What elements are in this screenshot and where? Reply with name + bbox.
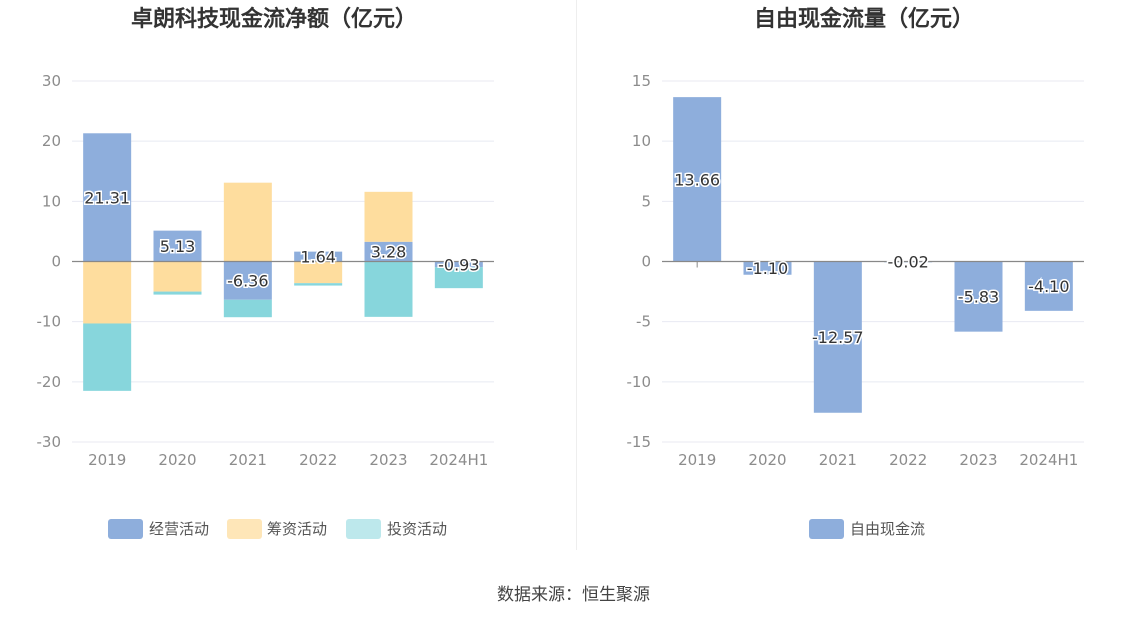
x-tick-label: 2022 <box>299 451 337 469</box>
data-source-note: 数据来源：恒生聚源 <box>497 585 650 605</box>
data-label: 1.64 <box>300 248 336 267</box>
bar-free_cash_flow-2021[interactable] <box>813 261 862 413</box>
y-tick-label: -15 <box>627 433 652 451</box>
y-tick-label: -30 <box>37 433 62 451</box>
bar-free_cash_flow-2024H1[interactable] <box>1024 261 1073 311</box>
legend-swatch-free-cash-flow <box>809 519 844 539</box>
y-tick-label: 0 <box>641 253 651 271</box>
x-tick-label: 2020 <box>748 451 786 469</box>
x-tick-label: 2024H1 <box>429 451 488 469</box>
legend-item-investing[interactable]: 投资活动 <box>346 519 447 539</box>
data-label: -4.10 <box>1028 277 1069 296</box>
data-label: -5.83 <box>958 288 999 307</box>
legend-swatch-investing <box>346 519 381 539</box>
x-tick-label: 2022 <box>889 451 927 469</box>
bar-investing-2023[interactable] <box>364 261 413 317</box>
data-label: 5.13 <box>160 237 196 256</box>
right-data-labels: 13.66 -1.10 -12.57 -0.02 -5.83 -4.10 <box>673 169 1071 349</box>
right-chart-title: 自由现金流量（亿元） <box>754 6 974 32</box>
bar-free_cash_flow-2019[interactable] <box>673 97 722 262</box>
bar-operating-2020[interactable] <box>153 230 202 262</box>
bar-financing-2020[interactable] <box>153 261 202 292</box>
bar-investing-2019[interactable] <box>83 323 132 391</box>
legend-label-financing: 筹资活动 <box>267 520 327 538</box>
data-label: 13.66 <box>674 170 720 189</box>
bar-financing-2022[interactable] <box>294 261 343 284</box>
y-tick-label: 30 <box>42 72 61 90</box>
free-cash-flow-chart: 自由现金流量（亿元） 15 10 5 0 -5 -10 -15 13.66 -1.10 -12.… <box>627 6 1084 539</box>
bar-financing-2019[interactable] <box>83 261 132 324</box>
data-label: -0.02 <box>887 253 928 272</box>
bar-investing-2020[interactable] <box>153 291 202 295</box>
left-x-axis: 2019 2020 2021 2022 2023 2024H1 <box>88 451 488 469</box>
bar-operating-2023[interactable] <box>364 241 413 262</box>
y-tick-label: -10 <box>627 373 652 391</box>
data-label: 3.28 <box>371 243 407 262</box>
data-label: -12.57 <box>812 328 864 347</box>
x-tick-label: 2020 <box>158 451 196 469</box>
x-tick-label: 2023 <box>959 451 997 469</box>
legend-item-free-cash-flow[interactable]: 自由现金流 <box>809 519 925 539</box>
bar-operating-2021[interactable] <box>223 261 272 300</box>
legend-label-free-cash-flow: 自由现金流 <box>850 520 925 538</box>
y-tick-label: 10 <box>42 192 61 210</box>
legend-item-financing[interactable]: 筹资活动 <box>227 519 327 539</box>
left-bars <box>83 133 483 391</box>
bar-free_cash_flow-2023[interactable] <box>954 261 1003 332</box>
legend-label-investing: 投资活动 <box>387 520 447 538</box>
x-tick-label: 2024H1 <box>1019 451 1078 469</box>
legend-label-operating: 经营活动 <box>149 520 209 538</box>
y-tick-label: -20 <box>37 373 62 391</box>
y-tick-label: 15 <box>632 72 651 90</box>
x-tick-label: 2019 <box>88 451 126 469</box>
left-legend[interactable]: 经营活动 筹资活动 投资活动 <box>108 519 447 539</box>
cash-flow-net-chart: 卓朗科技现金流净额（亿元） 30 20 10 0 -10 -20 -30 21.31 5.13… <box>37 6 494 539</box>
right-y-axis: 15 10 5 0 -5 -10 -15 <box>627 72 652 451</box>
bar-operating-2022[interactable] <box>294 251 343 262</box>
data-label: -0.93 <box>438 255 479 274</box>
bar-operating-2019[interactable] <box>83 133 132 262</box>
y-tick-label: 5 <box>641 192 651 210</box>
legend-swatch-operating <box>108 519 143 539</box>
right-bars <box>673 97 1073 413</box>
right-zero-axis <box>662 260 1084 268</box>
left-grid <box>72 80 494 443</box>
bar-operating-2024H1[interactable] <box>434 261 483 268</box>
x-tick-label: 2021 <box>819 451 857 469</box>
data-label: -6.36 <box>227 272 268 291</box>
x-tick-label: 2019 <box>678 451 716 469</box>
y-tick-label: 10 <box>632 132 651 150</box>
y-tick-label: -10 <box>37 313 62 331</box>
y-tick-label: 20 <box>42 132 61 150</box>
bar-investing-2021[interactable] <box>223 299 272 318</box>
x-tick-label: 2021 <box>229 451 267 469</box>
legend-item-operating[interactable]: 经营活动 <box>108 519 209 539</box>
y-tick-label: -5 <box>636 313 651 331</box>
legend-swatch-financing <box>227 519 262 539</box>
chart-divider <box>576 0 577 550</box>
bar-investing-2024H1[interactable] <box>434 267 483 289</box>
right-legend[interactable]: 自由现金流 <box>809 519 925 539</box>
bar-financing-2021[interactable] <box>223 182 272 262</box>
bar-investing-2022[interactable] <box>294 283 343 286</box>
data-label: -1.10 <box>747 259 788 278</box>
right-x-axis: 2019 2020 2021 2022 2023 2024H1 <box>678 451 1078 469</box>
bar-free_cash_flow-2020[interactable] <box>743 261 792 275</box>
left-data-labels: 21.31 5.13 -6.36 1.64 3.28 -0.93 <box>83 187 481 292</box>
y-tick-label: 0 <box>51 253 61 271</box>
bar-financing-2023[interactable] <box>364 191 413 242</box>
data-label: 21.31 <box>84 188 130 207</box>
left-y-axis: 30 20 10 0 -10 -20 -30 <box>37 72 62 451</box>
right-grid <box>662 80 1084 443</box>
x-tick-label: 2023 <box>369 451 407 469</box>
left-chart-title: 卓朗科技现金流净额（亿元） <box>131 6 417 32</box>
